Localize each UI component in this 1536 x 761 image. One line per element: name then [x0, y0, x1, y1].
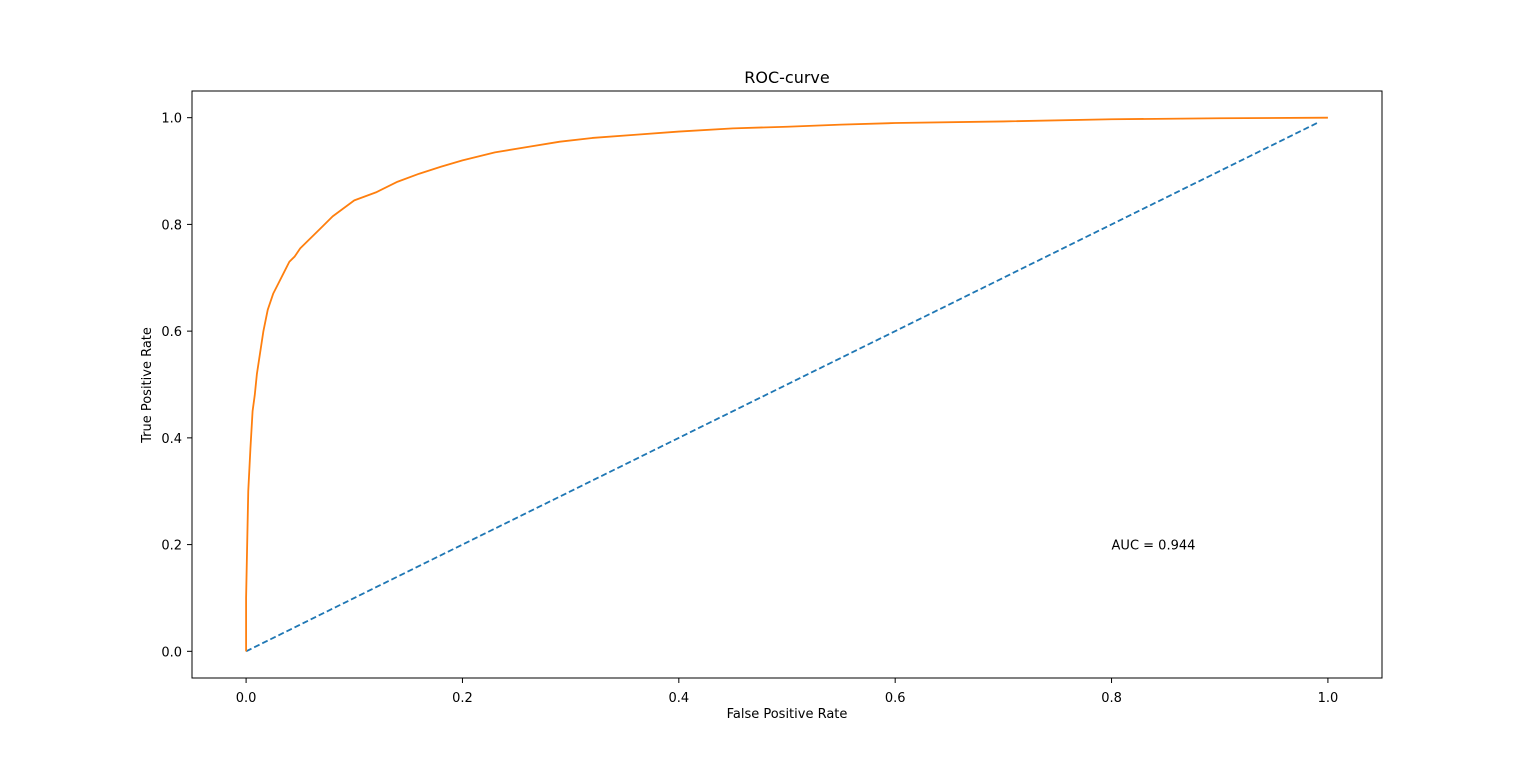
y-tick-label: 0.6 [161, 325, 182, 340]
chance-diagonal-line [245, 122, 1318, 653]
plot-area [191, 90, 1383, 679]
x-axis-ticks: 0.0 0.2 0.4 0.6 0.8 1.0 [236, 678, 1339, 706]
y-tick-label: 0.2 [161, 539, 182, 554]
y-axis-label: True Positive Rate [140, 327, 155, 444]
x-tick-label: 0.4 [668, 691, 689, 706]
auc-annotation: AUC = 0.944 [1112, 539, 1196, 554]
x-tick-label: 0.0 [236, 691, 257, 706]
x-tick-label: 0.6 [885, 691, 906, 706]
x-tick-label: 0.8 [1101, 691, 1122, 706]
y-tick-label: 0.0 [161, 645, 182, 660]
roc-curve-line [245, 116, 1328, 652]
x-tick-label: 1.0 [1318, 691, 1339, 706]
series-layer [245, 116, 1328, 653]
chart-title: ROC-curve [744, 68, 829, 87]
y-axis-ticks: 0.0 0.2 0.4 0.6 0.8 1.0 [161, 112, 192, 660]
y-tick-label: 0.8 [161, 218, 182, 233]
y-tick-label: 1.0 [161, 112, 182, 127]
y-tick-label: 0.4 [161, 432, 182, 447]
x-tick-label: 0.2 [452, 691, 473, 706]
x-axis-label: False Positive Rate [727, 707, 848, 722]
